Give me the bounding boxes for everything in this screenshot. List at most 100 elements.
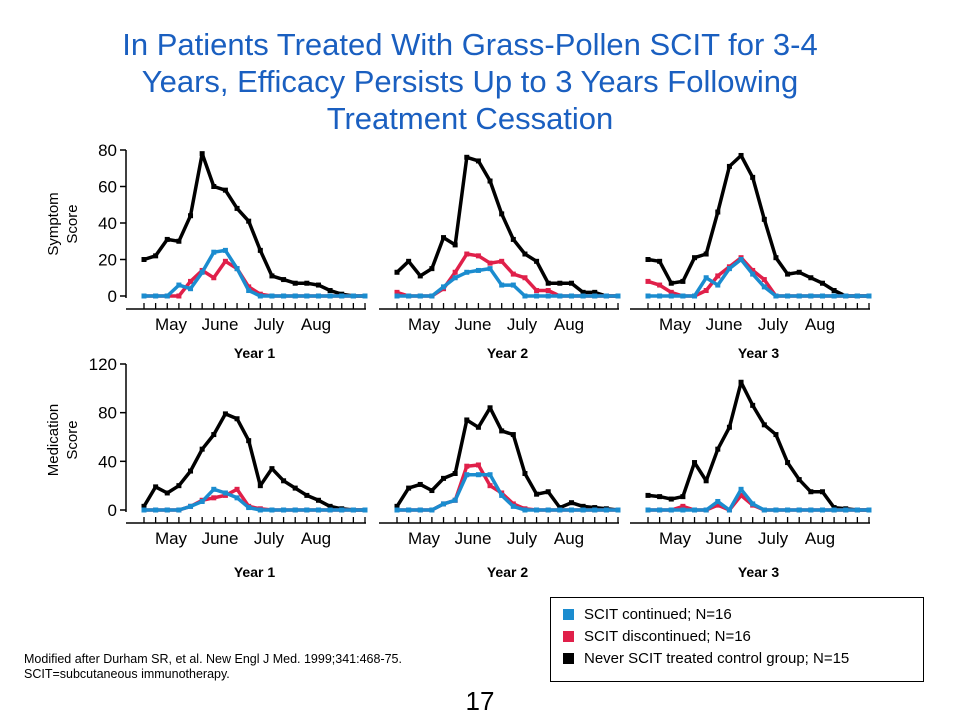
medication-year-1-series-continued-point (281, 507, 287, 513)
legend-label-control: Never SCIT treated control group; N=15 (584, 650, 850, 667)
symptom-year-2-series-control-point (568, 280, 574, 286)
symptom-year-2-series-discontinued-point (452, 269, 458, 275)
medication-year-2-series-continued-point (557, 507, 563, 513)
symptom-year-2-series-control-point (394, 269, 400, 275)
slide-title: In Patients Treated With Grass-Pollen SC… (20, 26, 920, 137)
symptom-year-3-series-continued-point (854, 293, 860, 299)
symptom-year-1-series-control-point (199, 151, 205, 157)
symptom-year-3-series-discontinued-point (645, 278, 651, 284)
medication-year-3-series-control-point (703, 478, 709, 484)
symptom-year-2-series-control-line (395, 155, 620, 298)
legend-label-continued: SCIT continued; N=16 (584, 606, 732, 623)
symptom-year-3-month-label-aug: Aug (805, 315, 835, 334)
medication-year-3-series-control-point (668, 496, 674, 502)
symptom-year-1-series-continued-point (141, 293, 147, 299)
medication-year-2-series-control-line (395, 406, 620, 512)
medication-year-1-month-label-june: June (202, 529, 239, 548)
symptom-year-1-series-control-point (327, 288, 333, 294)
symptom-year-3-series-continued-point (866, 293, 872, 299)
medication-year-2-series-control-point (499, 428, 505, 434)
symptom-year-2-month-label-june: June (455, 315, 492, 334)
symptom-year-2-series-discontinued-point (475, 253, 481, 259)
symptom-year-3-series-control-point (738, 152, 744, 158)
medication-year-1-series-control-point (153, 484, 159, 490)
symptom-year-3-series-continued-point (843, 293, 849, 299)
medication-ylabel-line-1: Medication (45, 404, 62, 477)
symptom-year-3-series-continued-point (831, 293, 837, 299)
symptom-year-2-series-control-point (510, 236, 516, 242)
medication-year-1-series-continued-point (164, 507, 170, 513)
symptom-year-1-y-tick-label: 80 (98, 141, 117, 160)
medication-year-2-series-continued-point (475, 472, 481, 478)
symptom-year-3-series-control-point (819, 280, 825, 286)
symptom-year-2-year-label: Year 2 (487, 345, 528, 361)
medication-year-3-series-control-point (773, 432, 779, 438)
medication-year-1-series-continued-point (222, 490, 228, 496)
medication-year-1-series-continued-point (188, 503, 194, 509)
symptom-year-3-series-control-point (831, 288, 837, 294)
medication-year-3-series-continued-point (761, 507, 767, 513)
symptom-year-3-series-continued-point (808, 293, 814, 299)
reference-line-2: SCIT=subcutaneous immunotherapy. (24, 667, 230, 681)
symptom-year-1-series-continued-point (315, 293, 321, 299)
symptom-year-1-series-continued-point (350, 293, 356, 299)
symptom-year-1-month-label-july: July (254, 315, 285, 334)
symptom-year-3-series-control-point (761, 216, 767, 222)
symptom-year-1-series-discontinued-point (176, 293, 182, 299)
symptom-year-2-series-continued-point (603, 293, 609, 299)
symptom-year-2-series-continued-point (475, 267, 481, 273)
symptom-year-3-series-control-point (715, 209, 721, 215)
medication-year-3-series-control-point (738, 379, 744, 385)
medication-year-1-series-continued-point (234, 495, 240, 501)
medication-year-3-series-continued-point (808, 507, 814, 513)
symptom-year-1-series-continued-point (281, 293, 287, 299)
medication-year-2-series-continued-point (545, 507, 551, 513)
symptom-year-2-series-continued-point (417, 293, 423, 299)
symptom-year-2-series-discontinued-point (534, 288, 540, 294)
symptom-year-1-series-control-point (304, 280, 310, 286)
symptom-year-3-series-control-point (750, 174, 756, 180)
medication-year-3-month-label-june: June (706, 529, 743, 548)
medication-year-2-month-label-july: July (507, 529, 538, 548)
symptom-year-1-y-tick-label: 20 (98, 251, 117, 270)
medication-year-2-series-continued-point (499, 492, 505, 498)
medication-year-2-series-control-point (394, 503, 400, 509)
symptom-year-1-series-continued-point (362, 293, 368, 299)
symptom-year-3-series-discontinued-point (715, 273, 721, 279)
symptom-year-2-series-discontinued-point (522, 275, 528, 281)
legend: SCIT continued; N=16 SCIT discontinued; … (550, 597, 924, 682)
symptom-year-3-series-continued-point (715, 282, 721, 288)
medication-year-3-series-continued-point (668, 507, 674, 513)
medication-year-1-y-tick-label: 0 (108, 501, 117, 520)
medication-year-2-series-continued-point (592, 507, 598, 513)
symptom-year-2-series-continued-point (615, 293, 621, 299)
symptom-year-2-series-discontinued-line (395, 252, 620, 298)
symptom-year-1-series-continued-point (339, 293, 345, 299)
title-line-3: Treatment Cessation (326, 101, 614, 136)
medication-ylabel-line-2: Score (64, 420, 81, 459)
symptom-year-3-series-continued-point (657, 293, 663, 299)
symptom-year-1-series-discontinued-point (222, 258, 228, 264)
medication-year-2-month-label-aug: Aug (554, 529, 584, 548)
medication-year-3-series-continued-point (819, 507, 825, 513)
symptom-year-2-series-control-point (406, 258, 412, 264)
symptom-year-3-series-discontinued-point (761, 277, 767, 283)
symptom-year-3-series-control-point (692, 255, 698, 261)
symptom-year-3-series-discontinued-point (657, 282, 663, 288)
symptom-year-2-series-continued-point (580, 293, 586, 299)
symptom-year-2-series-control-point (534, 258, 540, 264)
medication-year-3-series-continued-point (680, 507, 686, 513)
symptom-year-1-series-control-point (211, 184, 217, 189)
symptom-year-1-series-discontinued-point (211, 275, 217, 281)
symptom-ylabel-line-2: Score (64, 204, 81, 243)
symptom-year-3-month-label-july: July (758, 315, 789, 334)
medication-year-3-series-control-point (692, 460, 698, 466)
symptom-year-1-series-continued-point (246, 288, 252, 294)
medication-year-2-series-control-point (475, 424, 481, 430)
symptom-year-2-series-control-point (441, 235, 447, 241)
symptom-year-2-series-continued-point (568, 293, 574, 299)
symptom-year-2-series-control-point (499, 211, 505, 217)
medication-year-2-series-control-point (429, 488, 435, 494)
medication-year-1-series-continued-point (292, 507, 298, 513)
symptom-year-1-series-continued-point (292, 293, 298, 299)
